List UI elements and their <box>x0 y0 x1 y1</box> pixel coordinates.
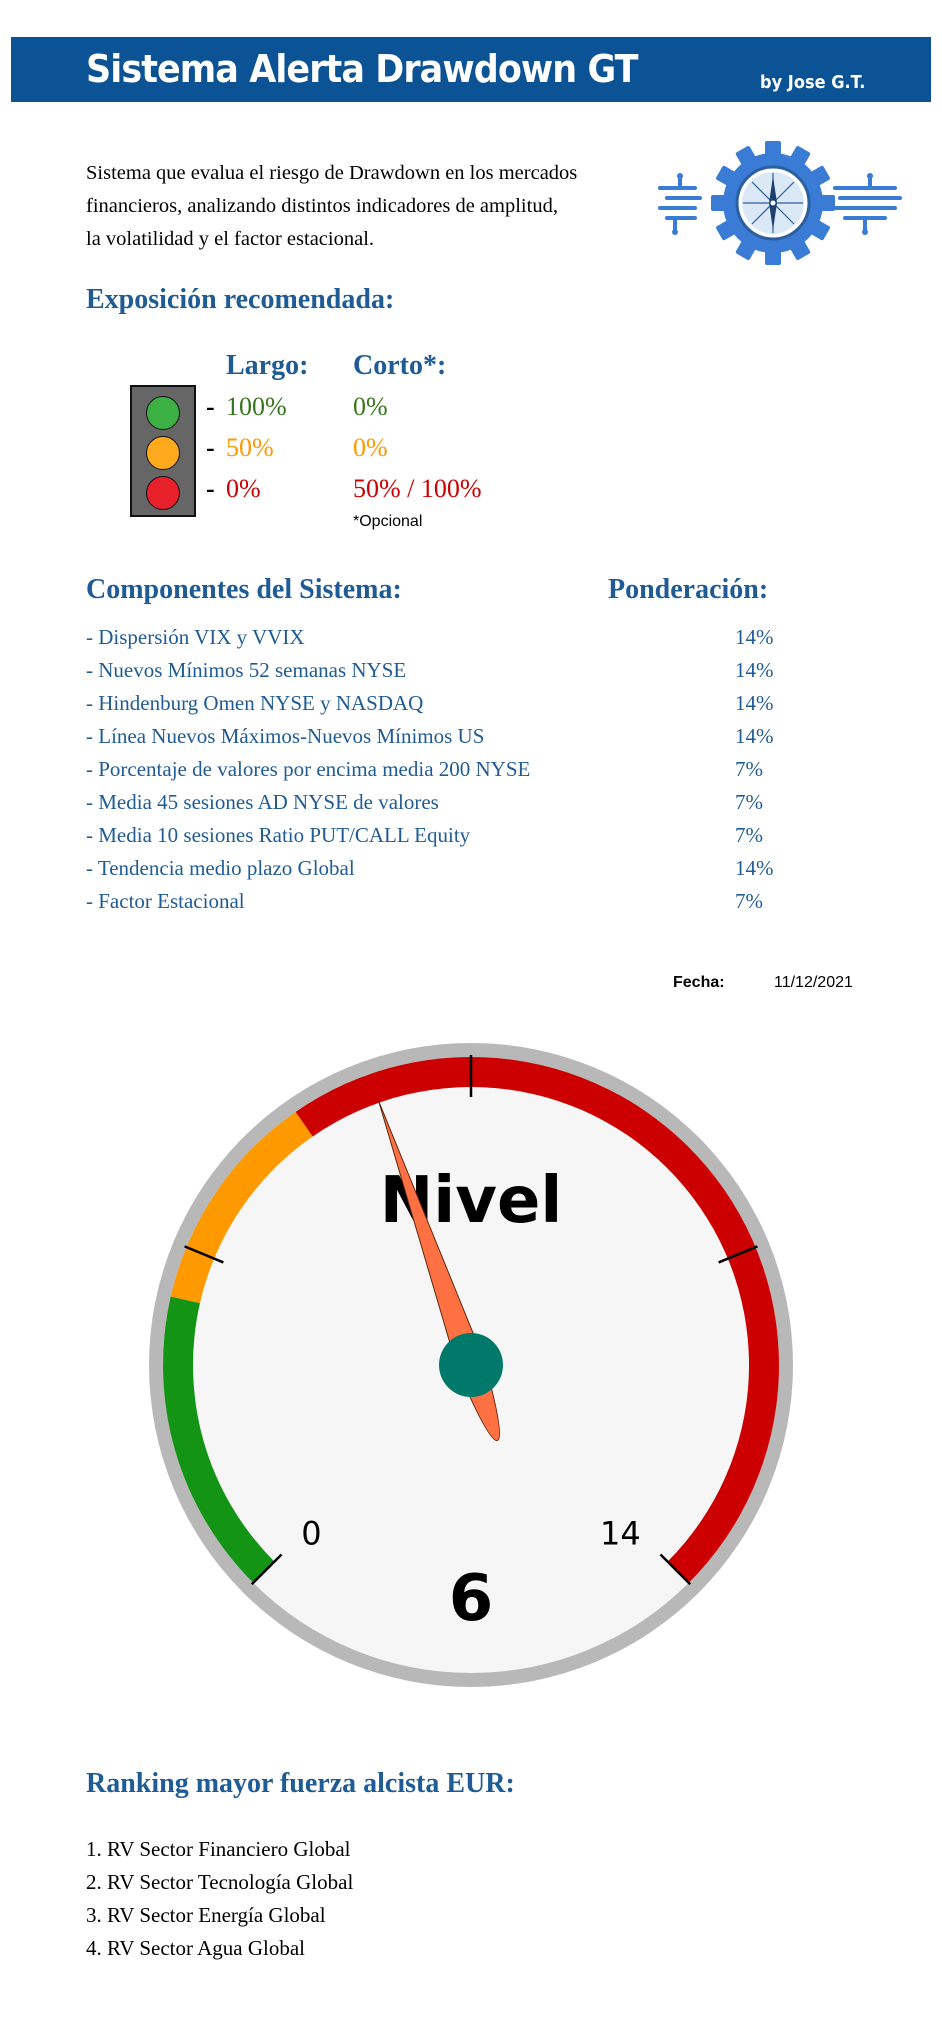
row-dash: - <box>206 392 215 421</box>
gauge-band-2 <box>295 1057 780 1583</box>
author-label: by Jose G.T. <box>760 72 866 93</box>
component-item: - Factor Estacional <box>86 889 245 913</box>
green-light-icon <box>146 396 180 430</box>
gauge-hub <box>439 1333 503 1397</box>
intro-line: la volatilidad y el factor estacional. <box>86 228 375 250</box>
page-title: Sistema Alerta Drawdown GT <box>86 47 639 91</box>
ranking-item: 4. RV Sector Agua Global <box>86 1936 305 1960</box>
short-value-green: 0% <box>353 392 388 421</box>
long-value-green: 100% <box>226 392 287 421</box>
short-value-orange: 0% <box>353 433 388 462</box>
traffic-light <box>130 385 196 517</box>
components-title: Componentes del Sistema: <box>86 574 402 605</box>
component-weight: 14% <box>735 625 774 649</box>
component-item: - Línea Nuevos Máximos-Nuevos Mínimos US <box>86 724 485 748</box>
long-header: Largo: <box>226 350 309 381</box>
amber-light-icon <box>146 436 180 470</box>
ranking-item: 2. RV Sector Tecnología Global <box>86 1870 354 1894</box>
long-value-orange: 50% <box>226 433 274 462</box>
component-item: - Dispersión VIX y VVIX <box>86 625 305 649</box>
long-value-red: 0% <box>226 474 261 503</box>
component-weight: 14% <box>735 658 774 682</box>
component-weight: 14% <box>735 691 774 715</box>
optional-note: *Opcional <box>353 513 423 530</box>
component-item: - Nuevos Mínimos 52 semanas NYSE <box>86 658 407 682</box>
component-item: - Media 10 sesiones Ratio PUT/CALL Equit… <box>86 823 471 847</box>
gauge-value: 6 <box>449 1562 494 1636</box>
gauge-tick <box>718 1245 758 1264</box>
red-light-icon <box>146 476 180 510</box>
short-header: Corto*: <box>353 350 447 381</box>
component-item: - Hindenburg Omen NYSE y NASDAQ <box>86 691 424 715</box>
level-gauge: Nivel 0 14 6 <box>149 1043 793 1687</box>
component-weight: 7% <box>735 790 763 814</box>
ranking-item: 1. RV Sector Financiero Global <box>86 1837 351 1861</box>
component-weight: 14% <box>735 856 774 880</box>
component-weight: 7% <box>735 823 763 847</box>
component-weight: 7% <box>735 889 763 913</box>
component-item: - Tendencia medio plazo Global <box>86 856 355 880</box>
gauge-tick <box>184 1245 224 1264</box>
row-dash: - <box>206 433 215 462</box>
component-weight: 14% <box>735 724 774 748</box>
header-banner <box>11 37 931 102</box>
gauge-tick <box>250 1553 283 1586</box>
component-item: - Media 45 sesiones AD NYSE de valores <box>86 790 439 814</box>
gauge-band-0 <box>162 1296 275 1583</box>
exposure-title: Exposición recomendada: <box>86 284 395 315</box>
gauge-max-label: 14 <box>600 1515 641 1553</box>
date-label: Fecha: <box>673 974 725 991</box>
intro-line: financieros, analizando distintos indica… <box>86 195 558 217</box>
ranking-title: Ranking mayor fuerza alcista EUR: <box>86 1768 515 1799</box>
short-value-red: 50% / 100% <box>353 474 482 503</box>
component-weight: 7% <box>735 757 763 781</box>
date-value: 11/12/2021 <box>774 974 853 991</box>
row-dash: - <box>206 474 215 503</box>
gear-compass-logo <box>658 141 902 265</box>
weight-title: Ponderación: <box>608 574 769 605</box>
gauge-min-label: 0 <box>301 1515 321 1553</box>
ranking-item: 3. RV Sector Energía Global <box>86 1903 326 1927</box>
component-item: - Porcentaje de valores por encima media… <box>86 757 531 781</box>
intro-line: Sistema que evalua el riesgo de Drawdown… <box>86 162 578 184</box>
intro-text: Sistema que evalua el riesgo de Drawdown… <box>86 157 656 256</box>
gauge-tick <box>659 1553 692 1586</box>
